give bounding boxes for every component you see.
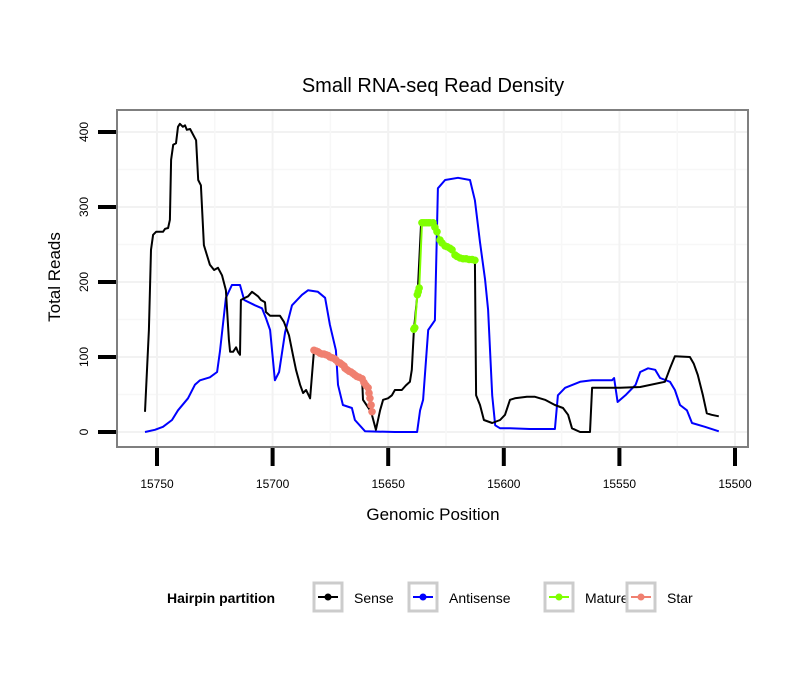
- y-tick-label: 400: [77, 122, 91, 142]
- x-axis: 15750 15700 15650 15600 15550 15500: [140, 448, 752, 491]
- series-star-point: [366, 394, 374, 403]
- legend-item-star: Star: [625, 581, 693, 613]
- legend-title: Hairpin partition: [167, 590, 275, 606]
- legend-key-point: [324, 593, 332, 601]
- y-tick-label: 0: [77, 428, 91, 435]
- gridlines: [117, 110, 748, 447]
- series-star-point: [368, 407, 376, 416]
- legend-label: Sense: [354, 590, 394, 606]
- legend-label: Star: [667, 590, 693, 606]
- x-axis-title: Genomic Position: [366, 505, 499, 524]
- x-tick-label: 15650: [372, 477, 406, 491]
- x-tick-label: 15750: [140, 477, 174, 491]
- series-antisense-line: [144, 176, 720, 433]
- series-mature-point: [471, 256, 479, 265]
- legend-label: Mature: [585, 590, 629, 606]
- x-tick-label: 15700: [256, 477, 290, 491]
- x-tick-label: 15550: [603, 477, 637, 491]
- legend: Hairpin partition Sense Antisense Mature St…: [167, 581, 693, 613]
- series-star-point: [367, 401, 375, 409]
- series-mature-point: [433, 227, 441, 236]
- chart-title: Small RNA-seq Read Density: [302, 75, 564, 97]
- legend-key-point: [419, 593, 427, 601]
- legend-item-mature: Mature: [543, 581, 629, 613]
- legend-label: Antisense: [449, 590, 511, 606]
- x-tick-label: 15500: [718, 477, 752, 491]
- legend-item-sense: Sense: [312, 581, 394, 613]
- y-axis-title: Total Reads: [45, 232, 64, 322]
- series-layer: [144, 122, 720, 433]
- y-tick-label: 100: [77, 347, 91, 367]
- panel-background: [117, 110, 748, 447]
- x-tick-label: 15600: [487, 477, 521, 491]
- legend-key-point: [555, 593, 563, 601]
- plot-panel: [116, 109, 749, 448]
- y-tick-label: 300: [77, 197, 91, 217]
- y-axis: 0 100 200 300 400: [77, 122, 116, 435]
- series-mature-point: [415, 284, 423, 292]
- y-tick-label: 200: [77, 272, 91, 292]
- panel-border: [116, 109, 749, 448]
- legend-key-point: [637, 593, 645, 601]
- legend-item-antisense: Antisense: [407, 581, 511, 613]
- series-mature-point: [410, 323, 419, 332]
